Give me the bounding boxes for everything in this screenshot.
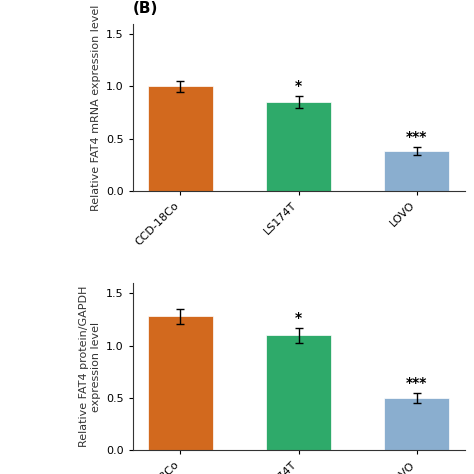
Bar	[266, 102, 331, 191]
Bar	[266, 335, 331, 450]
Text: *: *	[295, 311, 302, 325]
Text: ***: ***	[406, 376, 428, 390]
Bar	[148, 86, 213, 191]
Text: ***: ***	[406, 130, 428, 144]
Bar	[148, 317, 213, 450]
Y-axis label: Relative FAT4 protein/GAPDH
expression level: Relative FAT4 protein/GAPDH expression l…	[79, 286, 100, 447]
Bar	[384, 398, 449, 450]
Y-axis label: Relative FAT4 mRNA expression level: Relative FAT4 mRNA expression level	[91, 4, 100, 210]
Text: *: *	[295, 79, 302, 93]
Bar	[384, 151, 449, 191]
Text: (B): (B)	[133, 0, 158, 16]
